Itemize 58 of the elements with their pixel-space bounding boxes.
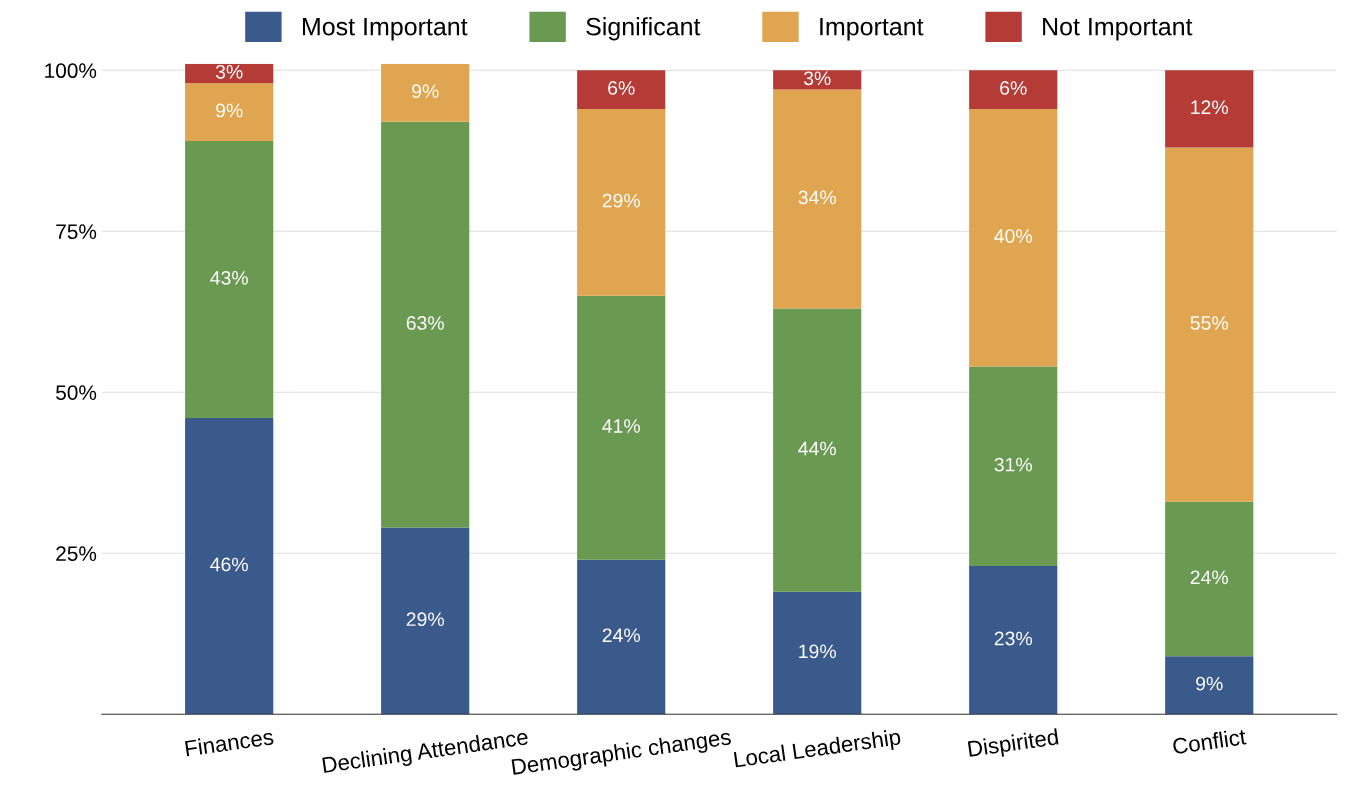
bar [773, 89, 862, 309]
data-label: 63% [406, 316, 444, 330]
data-label: 44% [798, 441, 836, 456]
bar [185, 141, 274, 418]
data-label: 9% [1196, 676, 1223, 691]
data-label: 40% [994, 229, 1032, 243]
x-tick-label: Finances [184, 728, 274, 757]
legend-label: Significant [586, 17, 701, 41]
y-tick-label: 75% [56, 224, 97, 240]
bar [969, 366, 1058, 567]
bar [969, 108, 1058, 367]
bar [773, 308, 862, 592]
data-label: 24% [602, 628, 640, 643]
data-label: 6% [1000, 81, 1027, 95]
legend-label: Important [820, 18, 924, 41]
bar [381, 63, 470, 122]
legend-label: Not Important [1043, 18, 1193, 41]
bar [577, 559, 666, 715]
data-label: 41% [602, 419, 640, 433]
bar [969, 70, 1058, 109]
data-label: 34% [798, 190, 836, 205]
data-label: 19% [799, 644, 836, 659]
data-label: 9% [216, 103, 243, 118]
legend-label: Most Important [302, 18, 468, 41]
bar [773, 591, 862, 715]
bar [969, 566, 1058, 715]
data-label: 23% [994, 631, 1032, 646]
bar [577, 70, 666, 109]
bar [577, 108, 666, 296]
bar [1165, 70, 1254, 148]
bar [1165, 656, 1254, 715]
x-tick-label: Local Leadership [733, 728, 902, 772]
data-label: 55% [1190, 316, 1229, 330]
y-tick-label: 50% [56, 385, 97, 400]
data-label: 29% [602, 193, 640, 208]
bar [1165, 501, 1254, 657]
x-tick-label: Conflict [1172, 728, 1247, 755]
bar [185, 418, 274, 715]
data-label: 6% [608, 81, 635, 95]
bar [577, 295, 666, 560]
bar [773, 70, 862, 90]
bar [381, 527, 470, 715]
data-label: 46% [210, 557, 248, 572]
data-label: 43% [210, 271, 248, 285]
y-tick-label: 25% [56, 546, 97, 561]
bar [185, 83, 274, 142]
data-label: 3% [215, 64, 243, 79]
data-label: 3% [803, 71, 831, 86]
bar [1165, 147, 1254, 502]
data-label: 24% [1190, 570, 1229, 585]
bar [381, 121, 470, 528]
y-tick-label: 100% [45, 63, 97, 79]
data-label: 31% [994, 457, 1032, 472]
data-label: 9% [412, 84, 439, 99]
bar [185, 63, 274, 84]
data-label: 29% [406, 612, 444, 627]
x-tick-label: Dispirited [967, 728, 1060, 762]
data-label: 12% [1191, 100, 1229, 115]
